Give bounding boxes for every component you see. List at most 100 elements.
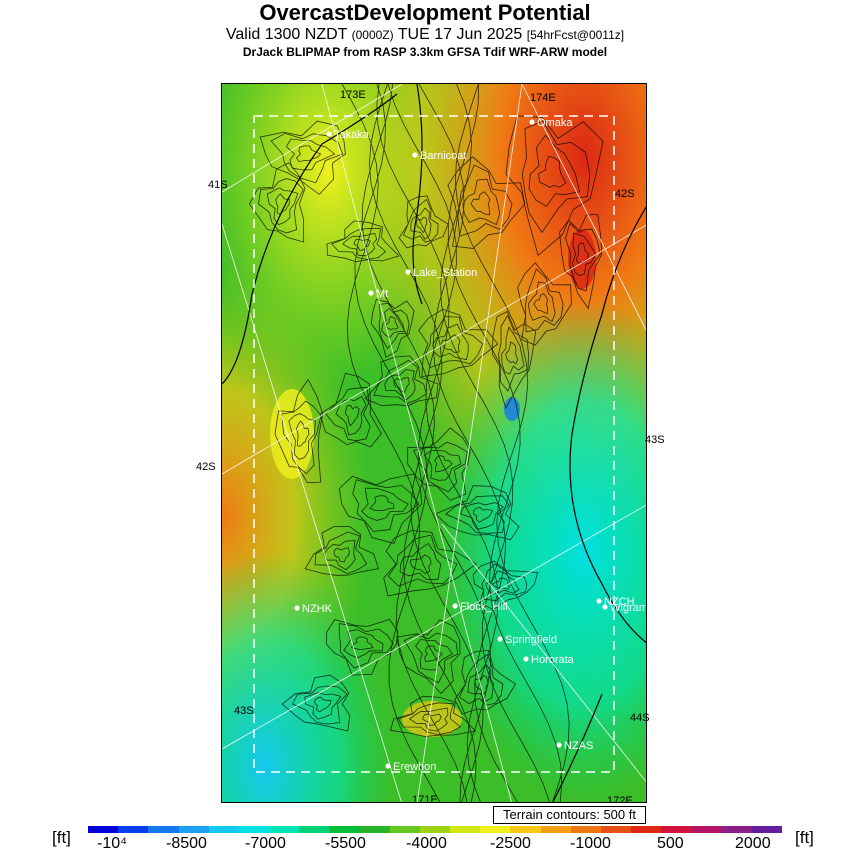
terrain-contour [248, 162, 306, 243]
red-patch [568, 229, 596, 289]
color-scale-swatch [691, 826, 722, 833]
terrain-contour [258, 178, 304, 234]
terrain-contour [418, 84, 518, 802]
color-scale-swatch [299, 826, 330, 833]
terrain-contour [373, 359, 427, 404]
terrain-contour [559, 214, 603, 310]
terrain-contour [361, 487, 409, 521]
valid-prefix: Valid 1300 NZDT [225, 26, 348, 43]
town-dot [497, 636, 503, 642]
terrain-contour [345, 405, 360, 427]
color-scale-tick-label: 2000 [735, 835, 771, 852]
lat-label-42s-left: 42S [196, 461, 216, 473]
terrain-contour [342, 232, 378, 257]
terrain-contour [538, 155, 567, 188]
color-scale-swatch [389, 826, 420, 833]
color-scale-tick-label: -5500 [325, 835, 366, 852]
color-scale-swatch [600, 826, 632, 833]
terrain-contour [325, 618, 399, 676]
terrain-contour [266, 187, 299, 226]
terrain-contour [288, 413, 316, 460]
terrain-contour [533, 293, 549, 315]
terrain-contour [399, 543, 442, 581]
color-scale-swatch [540, 826, 571, 833]
town-label: Takaka [334, 129, 370, 141]
town-label: NZCH [604, 596, 635, 608]
terrain-contour [319, 372, 382, 448]
terrain-contour [422, 713, 442, 726]
terrain-contour [398, 195, 449, 249]
lat-label-43s-right: 43S [645, 434, 665, 446]
lat-label-43s-left: 43S [234, 705, 254, 717]
unit-label-right: [ft] [795, 828, 814, 847]
terrain-contour [281, 674, 351, 732]
lat-label-44s: 44S [630, 712, 650, 724]
valid-utc: (0000Z) [351, 28, 394, 42]
color-scale-swatch [661, 826, 692, 833]
terrain-contour [498, 314, 529, 392]
color-scale-tick-label: -4000 [406, 835, 447, 852]
color-scale-swatch [751, 826, 782, 833]
terrain-contour [447, 84, 563, 802]
terrain-contour [408, 707, 449, 732]
color-scale-tick-label: -8500 [166, 835, 207, 852]
town-label: Mt [376, 288, 388, 300]
color-scale-bar [88, 826, 782, 833]
terrain-contour [314, 696, 332, 713]
terrain-contour [384, 368, 416, 401]
terrain-contour [472, 560, 539, 611]
town-dot [602, 604, 608, 610]
color-scale-tick-label: 500 [657, 835, 684, 852]
terrain-contour [572, 232, 597, 276]
color-scale-tick-label: -1000 [570, 835, 611, 852]
terrain-contour [333, 547, 350, 563]
town-dot [405, 269, 411, 275]
town-label: Barnicoat [420, 150, 466, 162]
terrain-contour [370, 298, 415, 358]
terrain-contour [296, 420, 310, 447]
terrain-contour [350, 636, 374, 651]
town-label: Omaka [537, 117, 573, 129]
coastline [222, 84, 646, 802]
valid-date: TUE 17 Jun 2025 [397, 26, 523, 43]
chart-title: OvercastDevelopment Potential [259, 0, 591, 25]
terrain-contour [341, 84, 441, 802]
lat-label-42s-right: 42S [615, 188, 635, 200]
terrain-contour [369, 495, 395, 511]
color-scale-swatch [88, 826, 119, 833]
terrain-contour [501, 326, 525, 375]
town-dot [596, 598, 602, 604]
terrain-contour [481, 563, 528, 602]
town-markers: Takaka Omaka Barnicoat Lake_Station Mt NZHK Fl… [294, 117, 646, 773]
terrain-contour [424, 316, 484, 369]
terrain-contour [393, 377, 410, 394]
terrain-contour [381, 307, 405, 339]
model-description: DrJack BLIPMAP from RASP 3.3km GFSA Tdif… [242, 45, 608, 59]
town-dot [529, 119, 535, 125]
terrain-contour [304, 692, 342, 720]
terrain-contours [248, 84, 604, 802]
terrain-contour [396, 619, 461, 694]
terrain-contour [485, 570, 520, 594]
town-label: NZHK [302, 603, 333, 615]
terrain-contour [364, 355, 439, 407]
terrain-contour [270, 132, 344, 184]
terrain-contour [397, 702, 462, 736]
terrain-contour [505, 341, 519, 365]
town-dot [294, 605, 300, 611]
terrain-contour [467, 663, 494, 702]
valid-time-line: Valid 1300 NZDT (0000Z) TUE 17 Jun 2025 … [0, 26, 850, 44]
lon-label-171e: 171E [412, 794, 438, 803]
terrain-contour [376, 84, 491, 802]
color-scale-swatch [721, 826, 752, 833]
lat-label-41s: 41S [208, 179, 228, 191]
terrain-contour [383, 530, 477, 597]
inner-domain-box [253, 115, 615, 773]
town-dot [523, 656, 529, 662]
color-scale-swatch [510, 826, 541, 833]
town-label: Lake_Station [413, 267, 477, 279]
terrain-contour [457, 164, 513, 237]
terrain-contour [314, 531, 368, 575]
town-dot [412, 152, 418, 158]
graticule [222, 84, 646, 802]
